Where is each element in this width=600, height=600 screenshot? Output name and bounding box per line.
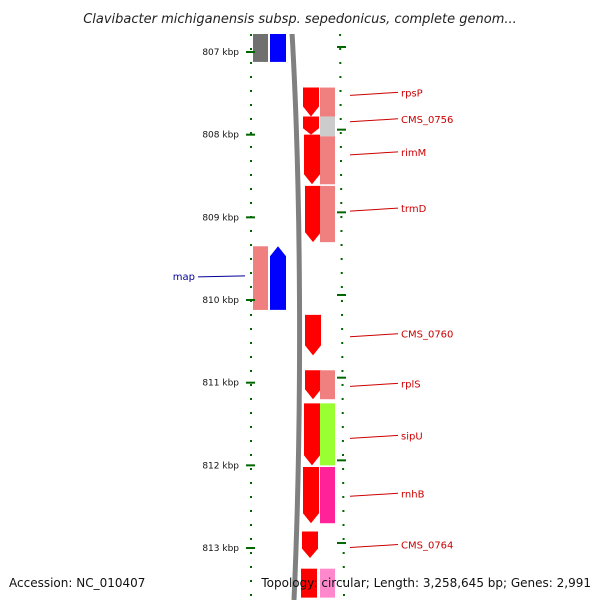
label-leader-line [349, 434, 399, 439]
label-leader-line [349, 544, 399, 549]
feature-mid-5[interactable] [305, 185, 321, 243]
gene-label[interactable]: CMS_0764 [401, 541, 453, 552]
gene-label[interactable]: rnhB [401, 489, 425, 500]
gene-labels: rpsP CMS_0756 rimM trmD map CMS_0760 rplS sipU r… [173, 88, 454, 551]
feature-right-7[interactable] [320, 116, 335, 137]
tick-label: 810 kbp [202, 296, 239, 306]
tick-label: 813 kbp [202, 544, 239, 554]
feature-right-18[interactable] [320, 467, 335, 524]
label-leader-line [349, 492, 399, 497]
map-title: Clavibacter michiganensis subsp. sepedon… [83, 12, 517, 27]
feature-mid-20[interactable] [301, 568, 317, 598]
feature-mid-12[interactable] [305, 314, 321, 356]
feature-right-14[interactable] [320, 370, 335, 400]
label-leader-line [349, 91, 399, 96]
gene-label[interactable]: rplS [401, 379, 421, 390]
tick-label: 811 kbp [202, 379, 239, 389]
feature-far_left-10[interactable] [253, 246, 268, 310]
tick-label: 807 kbp [202, 48, 239, 58]
topology-text: Topology: circular; Length: 3,258,645 bp… [260, 576, 591, 590]
feature-mid-15[interactable] [304, 403, 320, 466]
feature-mid-13[interactable] [305, 370, 321, 400]
tick-label: 808 kbp [202, 131, 239, 141]
feature-right-16[interactable] [320, 403, 335, 466]
feature-right-21[interactable] [320, 568, 335, 598]
gene-label[interactable]: rpsP [401, 88, 423, 99]
title-backdrop [0, 0, 600, 34]
feature-left_inner-11[interactable] [270, 246, 286, 310]
tick-label: 809 kbp [202, 213, 239, 223]
label-leader-line [349, 333, 399, 338]
feature-layer [253, 18, 335, 598]
feature-mid-3[interactable] [303, 116, 319, 135]
label-leader-line [197, 275, 246, 278]
feature-right-9[interactable] [320, 185, 335, 243]
genome-backbone [287, 0, 303, 600]
label-leader-line [349, 382, 399, 387]
label-leader-line [349, 151, 399, 156]
axis-ticks: 807 kbp 808 kbp 809 kbp 810 kbp 811 kbp 812 k… [202, 46, 346, 554]
feature-right-6[interactable] [320, 87, 335, 117]
gene-label[interactable]: rimM [401, 148, 426, 159]
feature-mid-4[interactable] [304, 134, 320, 185]
tick-label: 812 kbp [202, 461, 239, 471]
feature-mid-2[interactable] [303, 87, 319, 117]
label-leader-line [349, 207, 399, 212]
feature-mid-17[interactable] [303, 467, 319, 524]
feature-right-8[interactable] [320, 136, 335, 185]
right-track-guide [339, 19, 345, 599]
gene-label[interactable]: trmD [401, 204, 427, 215]
gene-label[interactable]: map [173, 272, 195, 283]
gene-label[interactable]: CMS_0756 [401, 115, 453, 126]
gene-label[interactable]: CMS_0760 [401, 330, 453, 341]
label-leader-line [349, 118, 399, 123]
feature-mid-19[interactable] [302, 531, 318, 558]
gene-label[interactable]: sipU [401, 431, 423, 442]
accession-text: Accession: NC_010407 [9, 576, 145, 590]
